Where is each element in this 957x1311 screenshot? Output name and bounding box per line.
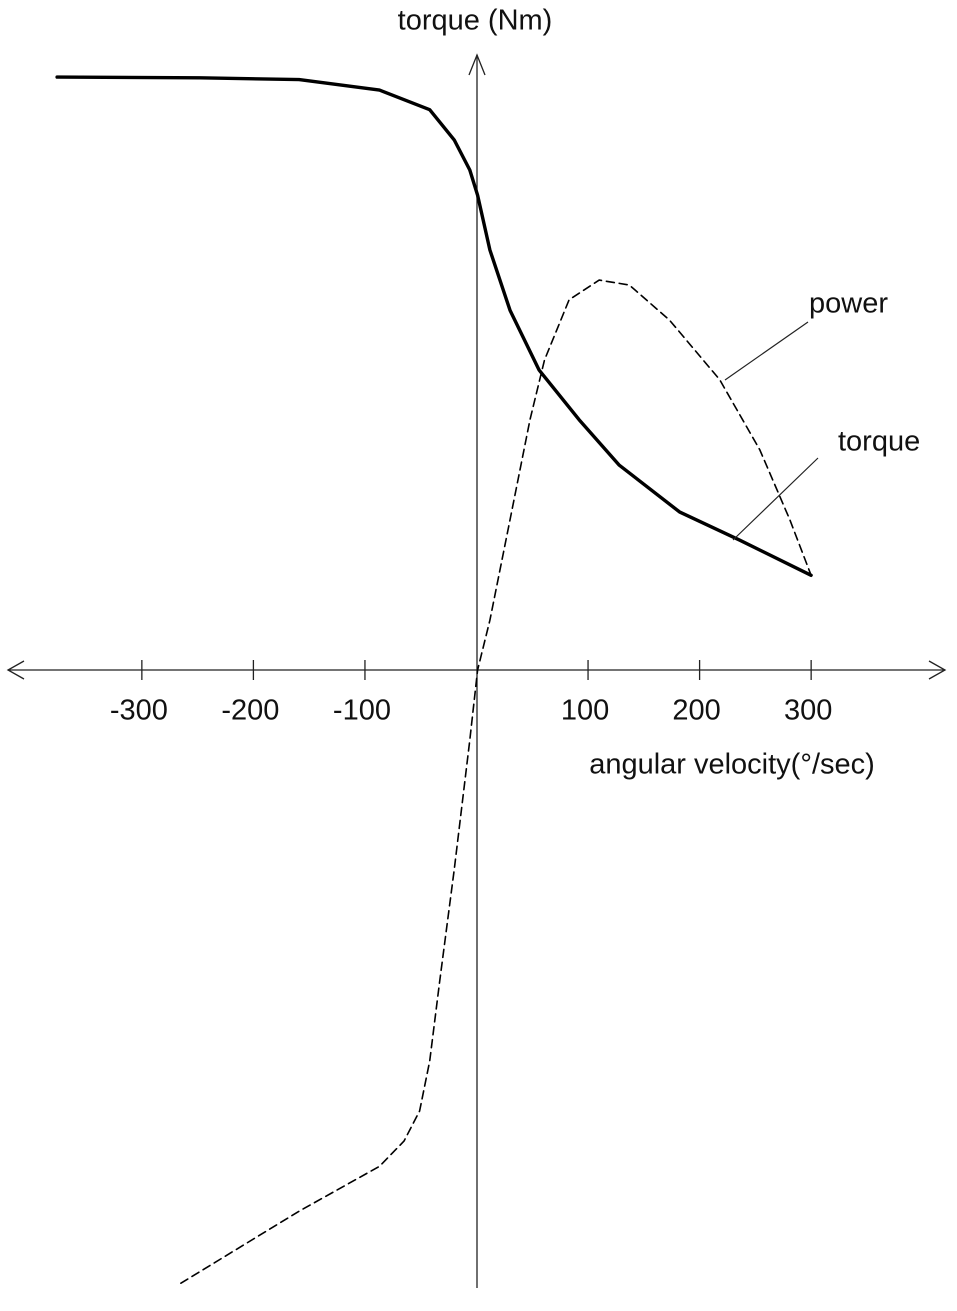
x-axis-arrow-right (928, 660, 947, 680)
x-tick-label: -300 (110, 695, 168, 727)
x-axis-label: angular velocity(°/sec) (589, 749, 875, 781)
leader-line (724, 321, 809, 381)
series-line (55, 75, 813, 577)
x-tick-label: -100 (333, 695, 391, 727)
series-label: power (809, 288, 888, 320)
axes (6, 53, 947, 1288)
y-axis-arrow (468, 53, 486, 76)
series-line (180, 279, 812, 1284)
y-axis-label: torque (Nm) (398, 5, 553, 37)
x-axis-arrow-left (6, 660, 25, 680)
x-tick-label: 100 (561, 695, 609, 727)
x-tick-label: -200 (221, 695, 279, 727)
x-tick-label: 200 (672, 695, 720, 727)
leader-line (732, 457, 819, 541)
series-label: torque (838, 426, 920, 458)
x-tick-label: 300 (784, 695, 832, 727)
